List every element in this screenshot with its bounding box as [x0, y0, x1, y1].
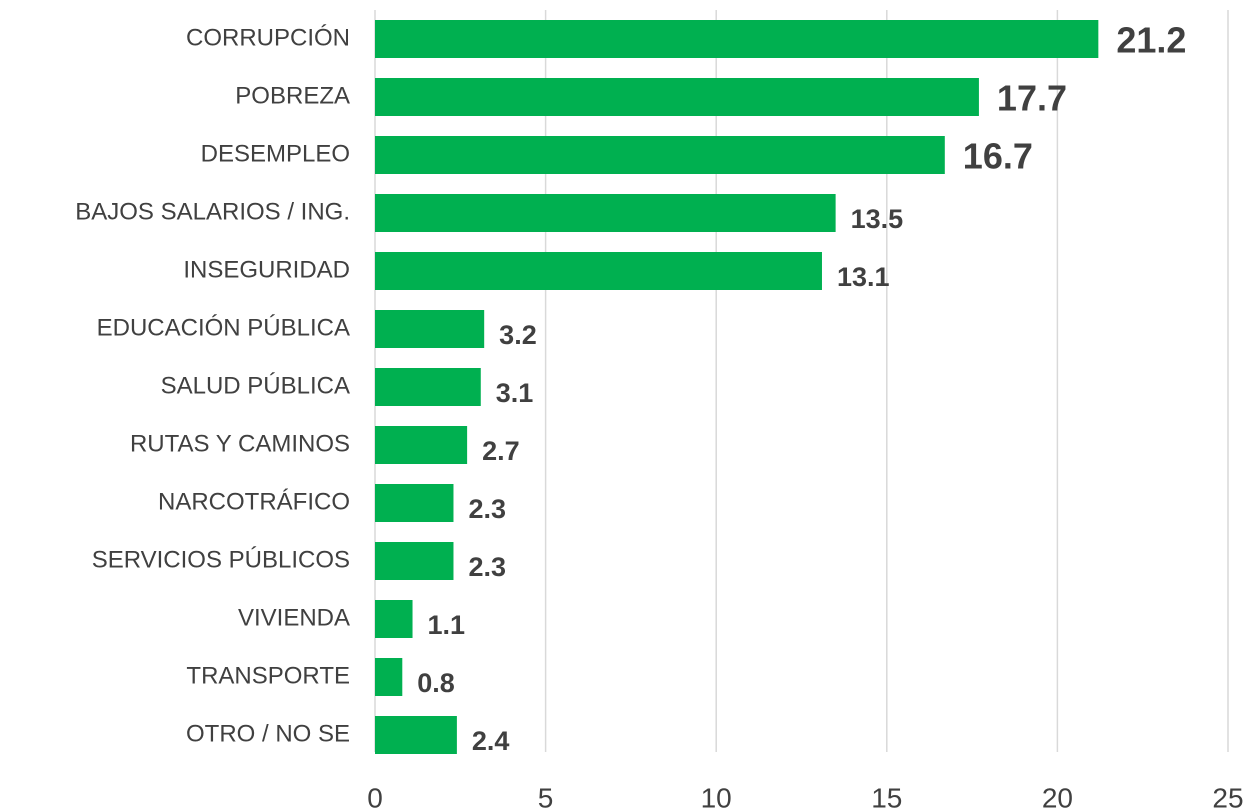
category-label: SALUD PÚBLICA: [161, 372, 350, 399]
value-label: 16.7: [963, 136, 1033, 177]
bar: [375, 426, 468, 464]
x-tick-label: 5: [538, 782, 554, 812]
category-label: SERVICIOS PÚBLICOS: [92, 546, 350, 573]
category-label: BAJOS SALARIOS / ING.: [75, 198, 350, 225]
category-label: DESEMPLEO: [201, 140, 350, 167]
value-label: 13.1: [837, 262, 890, 292]
x-tick-label: 0: [367, 782, 383, 812]
bar: [375, 252, 822, 290]
value-label: 13.5: [851, 204, 904, 234]
bar: [375, 194, 836, 232]
bar: [375, 78, 979, 116]
category-label: OTRO / NO SE: [186, 720, 350, 747]
category-label: CORRUPCIÓN: [186, 24, 350, 51]
value-label: 1.1: [428, 610, 466, 640]
category-label: RUTAS Y CAMINOS: [130, 430, 350, 457]
bar: [375, 542, 454, 580]
value-label: 3.2: [499, 320, 537, 350]
value-label: 0.8: [417, 668, 455, 698]
category-label: TRANSPORTE: [186, 662, 350, 689]
value-label: 2.4: [472, 726, 510, 756]
category-label: VIVIENDA: [238, 604, 350, 631]
bar: [375, 368, 481, 406]
bar: [375, 484, 454, 522]
x-tick-label: 20: [1042, 782, 1073, 812]
value-label: 21.2: [1116, 20, 1186, 61]
bar: [375, 716, 457, 754]
category-label: INSEGURIDAD: [183, 256, 350, 283]
x-tick-label: 10: [701, 782, 732, 812]
value-label: 3.1: [496, 378, 534, 408]
bar: [375, 658, 403, 696]
value-label: 2.3: [468, 494, 506, 524]
value-label: 17.7: [997, 78, 1067, 119]
value-label: 2.3: [468, 552, 506, 582]
category-label: POBREZA: [235, 82, 350, 109]
bar: [375, 20, 1099, 58]
value-label: 2.7: [482, 436, 520, 466]
x-tick-label: 15: [871, 782, 902, 812]
category-label: EDUCACIÓN PÚBLICA: [97, 314, 350, 341]
x-tick-label: 25: [1212, 782, 1243, 812]
bar: [375, 310, 485, 348]
bar: [375, 600, 413, 638]
category-label: NARCOTRÁFICO: [158, 488, 350, 515]
bar: [375, 136, 945, 174]
